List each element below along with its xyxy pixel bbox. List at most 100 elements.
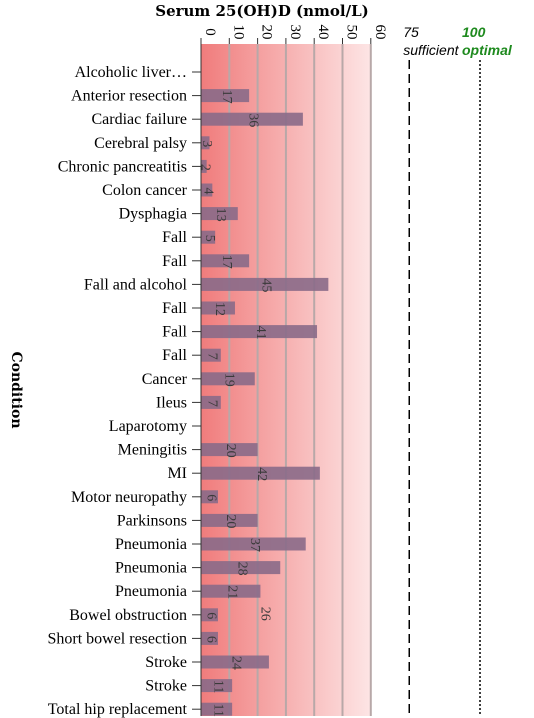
- bar-value-label: 21: [224, 585, 239, 599]
- bar: [201, 443, 258, 457]
- x-tick-label: 60: [372, 25, 388, 40]
- reference-value-label: 75: [403, 24, 419, 40]
- bar: [201, 277, 329, 291]
- category-label: Alcoholic liver…: [75, 64, 187, 81]
- category-label: Fall: [162, 300, 187, 317]
- category-label: Cerebral palsy: [94, 135, 187, 152]
- bar-value-label: 20: [223, 514, 238, 528]
- bar-value-label: 2: [198, 164, 213, 171]
- reference-value-label: 100: [462, 24, 486, 40]
- category-label: Dysphagia: [119, 206, 187, 223]
- bar: [201, 395, 221, 409]
- category-label: Short bowel resection: [47, 630, 187, 647]
- x-tick-label: 20: [259, 25, 275, 40]
- bar-value-label: 24: [229, 656, 244, 670]
- category-label: Chronic pancreatitis: [58, 158, 187, 175]
- bar: [201, 89, 250, 103]
- bar-value-label: 17: [219, 90, 234, 104]
- bar: [201, 513, 258, 527]
- bar-value-label: 19: [222, 373, 237, 387]
- bar: [201, 702, 233, 716]
- category-label: Meningitis: [118, 442, 187, 459]
- category-label: Fall: [162, 253, 187, 270]
- bar: [201, 679, 233, 693]
- reference-text-label: sufficient: [403, 42, 459, 58]
- grid-lines: [228, 44, 372, 716]
- bar-value-label: 4: [200, 188, 215, 195]
- bar: [201, 159, 207, 173]
- bar: [201, 372, 255, 386]
- bar: [201, 136, 210, 150]
- bar-value-label: 7: [205, 400, 220, 407]
- bar-value-label: 45: [258, 278, 273, 292]
- bar-value-label: 5: [202, 235, 217, 242]
- value-labels: 1736324135174512417197204262037282166241…: [198, 90, 274, 717]
- bar: [201, 561, 281, 575]
- category-label: Laparotomy: [109, 418, 187, 435]
- category-label: Colon cancer: [102, 182, 188, 199]
- category-label: Stroke: [145, 654, 187, 671]
- bar-value-label: 20: [223, 444, 238, 458]
- bar-value-label: 37: [247, 538, 262, 552]
- category-labels: Alcoholic liver… Anterior resection Cardia…: [47, 64, 201, 718]
- bar: [201, 207, 238, 221]
- category-label: Pneumonia: [115, 560, 187, 577]
- x-axis-ticks: 0 10 20 30 40 50 60: [200, 25, 388, 44]
- x-tick-label: 50: [344, 25, 360, 40]
- category-label: Fall: [162, 347, 187, 364]
- category-label: Motor neuropathy: [71, 489, 187, 506]
- bar: [201, 301, 235, 315]
- bar: [201, 112, 303, 126]
- bar-value-label: 6: [203, 612, 218, 619]
- bar-extra-label: 26: [257, 607, 272, 621]
- y-axis-title: Condition: [8, 351, 24, 428]
- bar: [201, 655, 269, 669]
- bar: [201, 254, 250, 268]
- bar-value-label: 42: [254, 467, 269, 481]
- bars: [201, 89, 329, 716]
- category-label: Parkinsons: [117, 512, 187, 529]
- bar-value-label: 17: [219, 255, 234, 269]
- category-label: Fall and alcohol: [84, 276, 188, 293]
- bar-value-label: 11: [210, 703, 225, 716]
- bar-value-label: 11: [210, 680, 225, 693]
- bar: [201, 608, 218, 622]
- category-label: Fall: [162, 229, 187, 246]
- category-label: MI: [167, 465, 187, 482]
- bar: [201, 230, 216, 244]
- category-label: Pneumonia: [115, 536, 187, 553]
- bar: [201, 537, 306, 551]
- category-label: Ileus: [156, 394, 187, 411]
- category-label: Total hip replacement: [48, 701, 188, 718]
- bar-value-label: 13: [213, 208, 228, 222]
- bar: [201, 183, 213, 197]
- category-label: Cancer: [142, 371, 188, 388]
- bar: [201, 584, 261, 598]
- bar-value-label: 6: [203, 494, 218, 501]
- bar-value-label: 28: [234, 562, 249, 576]
- bar: [201, 466, 320, 480]
- bar-value-label: 36: [246, 113, 261, 127]
- bar: [201, 348, 221, 362]
- bar: [201, 325, 318, 339]
- bar-value-label: 7: [205, 353, 220, 360]
- category-label: Anterior resection: [71, 88, 187, 105]
- x-tick-label: 10: [230, 25, 246, 40]
- bar-value-label: 6: [203, 636, 218, 643]
- category-label: Fall: [162, 324, 187, 341]
- bar-value-label: 12: [212, 302, 227, 316]
- x-tick-label: 0: [202, 28, 218, 36]
- bar-value-label: 3: [199, 140, 214, 147]
- bar: [201, 631, 218, 645]
- category-label: Stroke: [145, 678, 187, 695]
- category-label: Pneumonia: [115, 583, 187, 600]
- category-label: Cardiac failure: [92, 111, 188, 128]
- category-label: Bowel obstruction: [69, 607, 187, 624]
- bar-value-label: 41: [253, 326, 268, 340]
- chart-title: Serum 25(OH)D (nmol/L): [155, 2, 369, 20]
- bar: [201, 490, 218, 504]
- x-tick-label: 30: [287, 25, 303, 40]
- x-tick-label: 40: [315, 25, 331, 40]
